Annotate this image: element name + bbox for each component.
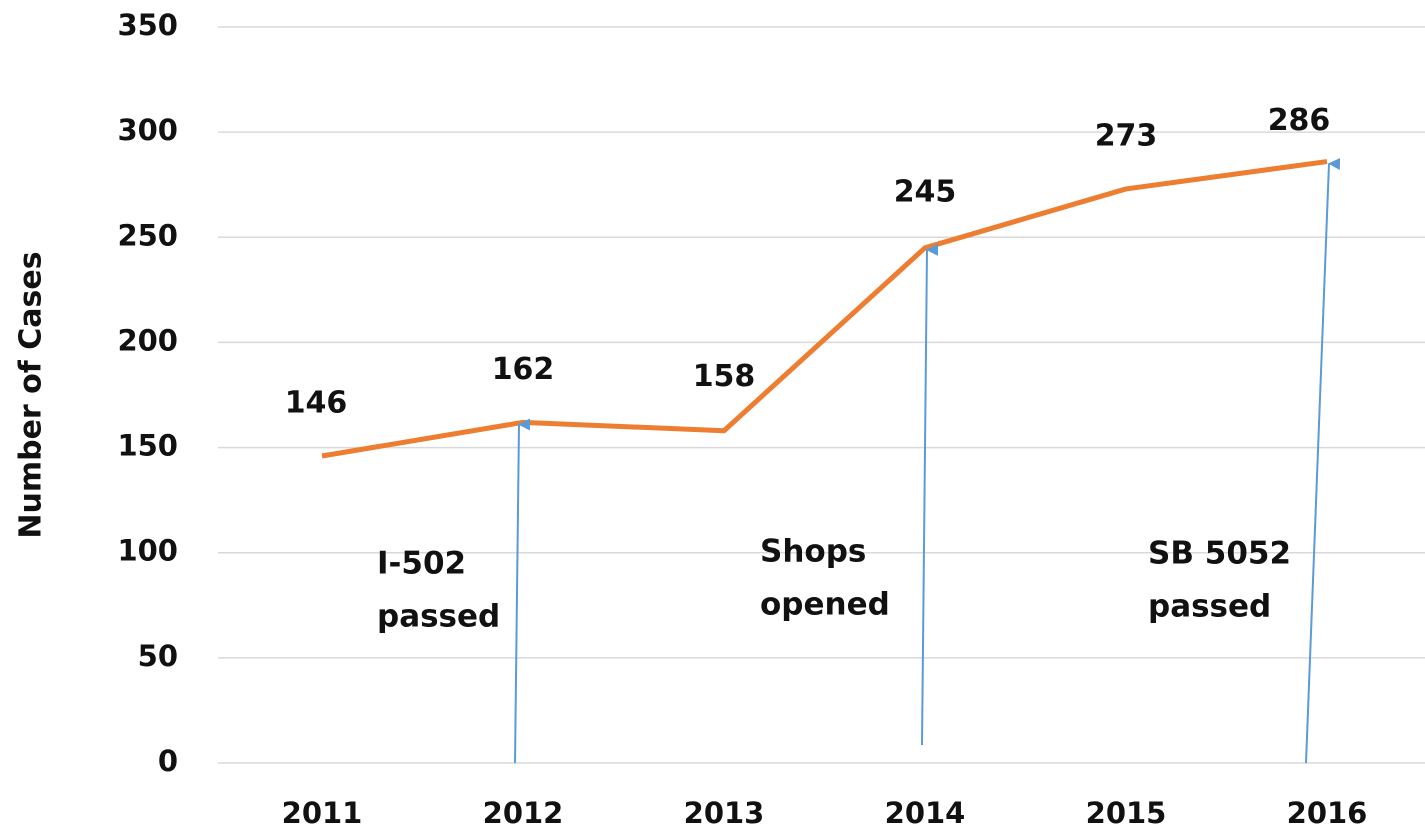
annotation-text: passed: [1148, 589, 1271, 625]
y-tick-label: 150: [117, 429, 178, 463]
annotation-text: Shops: [760, 534, 866, 570]
y-axis-label: Number of Cases: [14, 251, 49, 538]
x-tick-label: 2015: [1086, 796, 1167, 830]
annotation-text: SB 5052: [1148, 536, 1291, 572]
data-label: 146: [285, 385, 348, 420]
data-label: 158: [693, 359, 756, 394]
y-tick-label: 300: [117, 113, 178, 147]
y-tick-label: 200: [117, 323, 178, 357]
annotation-text: I-502: [377, 546, 466, 582]
data-label: 273: [1095, 118, 1158, 153]
x-tick-label: 2012: [483, 796, 564, 830]
x-tick-label: 2016: [1287, 796, 1368, 830]
x-tick-label: 2011: [282, 796, 363, 830]
data-label: 286: [1268, 103, 1331, 138]
annotation-text: opened: [760, 587, 890, 623]
line-series: [321, 159, 1328, 459]
x-tick-label: 2014: [885, 796, 966, 830]
annotation-arrow: [921, 243, 939, 746]
y-tick-label: 50: [138, 639, 178, 673]
y-tick-label: 350: [117, 8, 178, 42]
annotation-text: passed: [377, 599, 500, 635]
y-tick-label: 100: [117, 534, 178, 568]
y-tick-label: 250: [117, 218, 178, 252]
annotation-arrow: [514, 418, 531, 764]
annotation-arrow: [1305, 158, 1341, 764]
x-tick-label: 2013: [684, 796, 765, 830]
data-label: 162: [492, 352, 555, 387]
data-label: 245: [894, 174, 957, 209]
y-tick-label: 0: [158, 744, 178, 778]
